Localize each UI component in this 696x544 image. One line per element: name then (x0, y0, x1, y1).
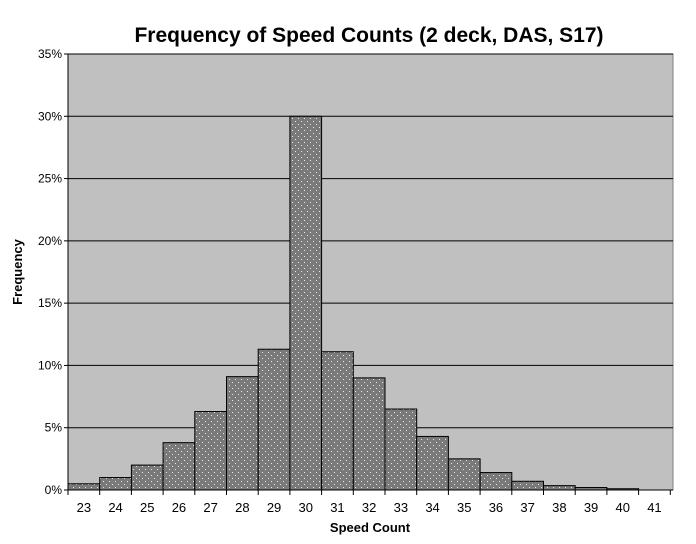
x-tick-label: 36 (489, 500, 503, 515)
x-tick-label: 26 (172, 500, 186, 515)
bar-30 (289, 115, 323, 491)
x-tick-label: 30 (299, 500, 313, 515)
y-axis-ticks: 0% 5% 10% 15% 20% 25% 30% 35% (38, 47, 68, 497)
bar-31 (321, 351, 354, 491)
x-tick-label: 29 (267, 500, 281, 515)
x-axis-label: Speed Count (330, 520, 411, 535)
bars (67, 115, 640, 491)
x-tick-label: 31 (330, 500, 344, 515)
bar-28 (226, 376, 259, 491)
bar-25 (130, 464, 164, 491)
bar-23 (67, 483, 101, 491)
y-tick-label: 25% (38, 172, 62, 186)
bar-29 (257, 348, 291, 491)
x-tick-label: 39 (584, 500, 598, 515)
y-tick-label: 30% (38, 109, 62, 123)
bar-36 (479, 472, 513, 491)
gridlines (68, 53, 673, 429)
x-tick-label: 33 (394, 500, 408, 515)
bar-27 (194, 411, 228, 491)
bar-37 (511, 480, 544, 491)
x-tick-label: 23 (77, 500, 91, 515)
y-tick-label: 35% (38, 47, 62, 61)
x-tick-label: 25 (140, 500, 154, 515)
x-tick-label: 37 (520, 500, 534, 515)
y-tick-label: 0% (45, 483, 63, 497)
y-tick-label: 20% (38, 234, 62, 248)
x-tick-label: 35 (457, 500, 471, 515)
y-tick-label: 10% (38, 358, 62, 372)
x-tick-label: 24 (108, 500, 122, 515)
x-tick-label: 40 (616, 500, 630, 515)
x-tick-label: 41 (647, 500, 661, 515)
y-tick-label: 5% (45, 421, 63, 435)
x-tick-label: 38 (552, 500, 566, 515)
x-tick-label: 28 (235, 500, 249, 515)
bar-35 (447, 458, 481, 491)
bar-26 (162, 442, 196, 491)
chart-title: Frequency of Speed Counts (2 deck, DAS, … (134, 24, 603, 47)
bar-38 (543, 485, 576, 491)
bar-24 (99, 477, 132, 491)
x-tick-label: 32 (362, 500, 376, 515)
x-axis-ticks: 23 24 25 26 27 28 29 30 31 32 33 34 35 36 37 38 39 40 41 (67, 490, 671, 515)
x-tick-label: 27 (203, 500, 217, 515)
bar-34 (416, 435, 449, 491)
bar-33 (384, 408, 418, 491)
y-tick-label: 15% (38, 296, 62, 310)
x-tick-label: 34 (425, 500, 439, 515)
bar-32 (352, 377, 386, 491)
y-axis-label: Frequency (10, 238, 25, 305)
